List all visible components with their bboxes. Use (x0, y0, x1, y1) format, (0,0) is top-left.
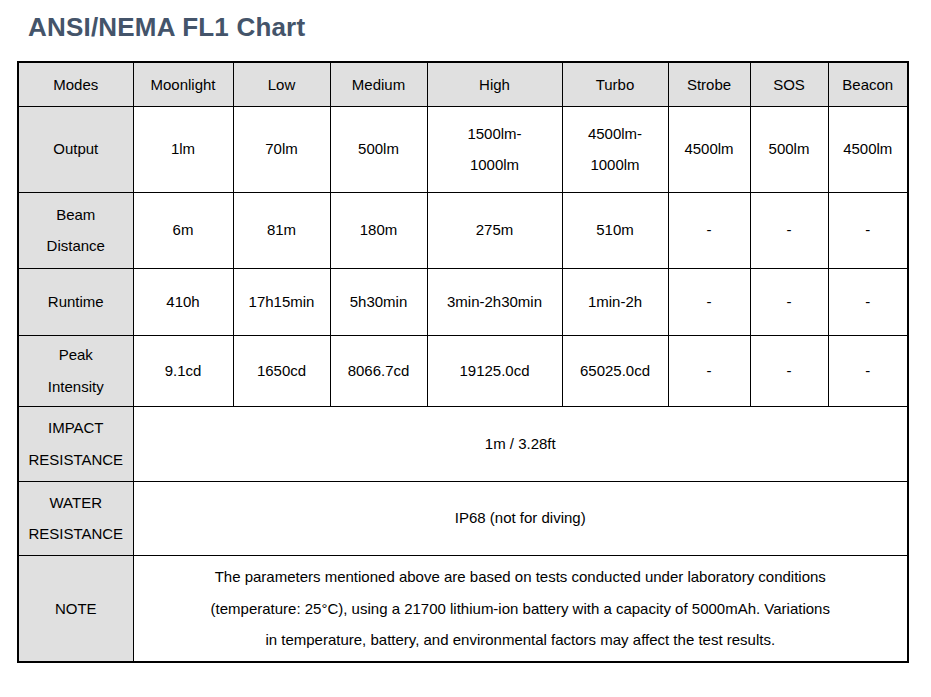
cell-runtime-medium: 5h30min (330, 268, 427, 335)
cell-runtime-beacon: - (828, 268, 908, 335)
header-cell-moonlight: Moonlight (133, 62, 233, 106)
cell-beam-beacon: - (828, 192, 908, 268)
cell-beam-sos: - (750, 192, 828, 268)
header-cell-beacon: Beacon (828, 62, 908, 106)
cell-peak-high: 19125.0cd (427, 335, 562, 406)
cell-note-text: The parameters mentioned above are based… (133, 555, 908, 662)
cell-beam-high: 275m (427, 192, 562, 268)
cell-beam-strobe: - (668, 192, 750, 268)
cell-runtime-moonlight: 410h (133, 268, 233, 335)
page-title: ANSI/NEMA FL1 Chart (28, 12, 931, 43)
row-label-peak-intensity: Peak Intensity (18, 335, 133, 406)
header-cell-strobe: Strobe (668, 62, 750, 106)
fl1-spec-table: Modes Moonlight Low Medium High Turbo St… (17, 61, 909, 663)
header-cell-low: Low (233, 62, 330, 106)
cell-output-high: 1500lm- 1000lm (427, 106, 562, 192)
cell-output-sos: 500lm (750, 106, 828, 192)
cell-output-strobe: 4500lm (668, 106, 750, 192)
cell-peak-sos: - (750, 335, 828, 406)
table-row-beam-distance: Beam Distance 6m 81m 180m 275m 510m - - … (18, 192, 908, 268)
cell-peak-medium: 8066.7cd (330, 335, 427, 406)
cell-peak-moonlight: 9.1cd (133, 335, 233, 406)
cell-peak-beacon: - (828, 335, 908, 406)
cell-water-resistance-value: IP68 (not for diving) (133, 481, 908, 555)
header-cell-modes: Modes (18, 62, 133, 106)
row-label-water-resistance: WATER RESISTANCE (18, 481, 133, 555)
table-header-row: Modes Moonlight Low Medium High Turbo St… (18, 62, 908, 106)
cell-beam-turbo: 510m (562, 192, 668, 268)
cell-runtime-low: 17h15min (233, 268, 330, 335)
table-row-peak-intensity: Peak Intensity 9.1cd 1650cd 8066.7cd 191… (18, 335, 908, 406)
cell-peak-strobe: - (668, 335, 750, 406)
row-label-impact-resistance: IMPACT RESISTANCE (18, 406, 133, 481)
row-label-runtime: Runtime (18, 268, 133, 335)
cell-peak-turbo: 65025.0cd (562, 335, 668, 406)
header-cell-high: High (427, 62, 562, 106)
header-cell-turbo: Turbo (562, 62, 668, 106)
cell-beam-medium: 180m (330, 192, 427, 268)
cell-output-beacon: 4500lm (828, 106, 908, 192)
row-label-beam-distance: Beam Distance (18, 192, 133, 268)
header-cell-sos: SOS (750, 62, 828, 106)
cell-output-turbo: 4500lm- 1000lm (562, 106, 668, 192)
table-row-water-resistance: WATER RESISTANCE IP68 (not for diving) (18, 481, 908, 555)
table-row-output: Output 1lm 70lm 500lm 1500lm- 1000lm 450… (18, 106, 908, 192)
cell-runtime-strobe: - (668, 268, 750, 335)
page: ANSI/NEMA FL1 Chart Modes Moonlight Low … (0, 0, 931, 697)
cell-impact-resistance-value: 1m / 3.28ft (133, 406, 908, 481)
cell-beam-low: 81m (233, 192, 330, 268)
cell-runtime-high: 3min-2h30min (427, 268, 562, 335)
table-row-impact-resistance: IMPACT RESISTANCE 1m / 3.28ft (18, 406, 908, 481)
cell-runtime-turbo: 1min-2h (562, 268, 668, 335)
cell-output-low: 70lm (233, 106, 330, 192)
cell-output-medium: 500lm (330, 106, 427, 192)
row-label-output: Output (18, 106, 133, 192)
cell-beam-moonlight: 6m (133, 192, 233, 268)
cell-runtime-sos: - (750, 268, 828, 335)
cell-output-moonlight: 1lm (133, 106, 233, 192)
table-row-note: NOTE The parameters mentioned above are … (18, 555, 908, 662)
cell-peak-low: 1650cd (233, 335, 330, 406)
table-row-runtime: Runtime 410h 17h15min 5h30min 3min-2h30m… (18, 268, 908, 335)
header-cell-medium: Medium (330, 62, 427, 106)
row-label-note: NOTE (18, 555, 133, 662)
